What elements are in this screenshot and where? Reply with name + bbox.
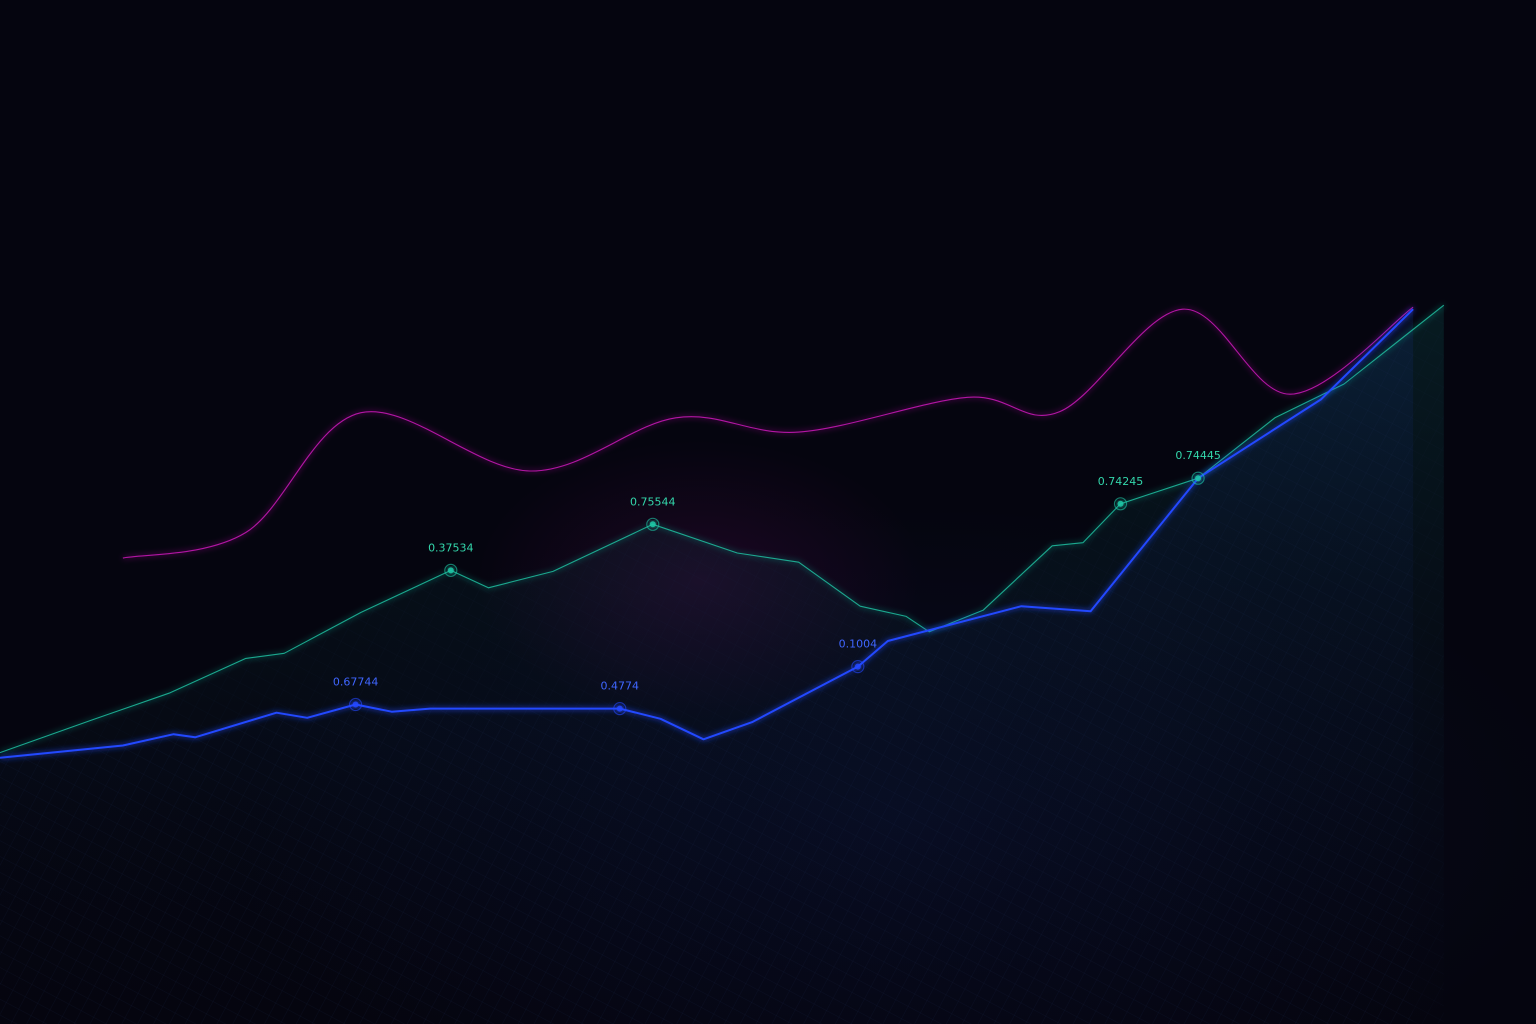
series-line-0 <box>122 306 1414 559</box>
data-point-ring <box>348 697 363 712</box>
series-line-1 <box>0 304 1445 754</box>
data-labels: 0.37534 0.75544 0.74245 0.74445 0.67744 0.477… <box>333 449 1221 692</box>
data-point <box>854 663 861 670</box>
area-fills <box>0 305 1444 1024</box>
data-point-ring <box>1113 497 1128 511</box>
data-point-ring <box>646 517 660 531</box>
data-label: 0.1004 <box>839 638 878 651</box>
data-label: 0.67744 <box>333 676 379 689</box>
data-point <box>616 705 623 712</box>
data-point-ring <box>1191 471 1205 485</box>
data-point-ring <box>444 563 458 577</box>
data-label: 0.37534 <box>428 541 474 554</box>
data-point <box>447 567 454 574</box>
data-point-ring <box>613 702 627 716</box>
data-point-ring <box>851 660 865 674</box>
data-label: 0.74245 <box>1098 475 1144 488</box>
data-points <box>348 471 1205 716</box>
series-mesh-blue <box>0 309 1414 1024</box>
data-point <box>352 701 359 708</box>
data-point <box>1195 475 1202 482</box>
data-label: 0.4774 <box>601 680 640 693</box>
data-label: 0.74445 <box>1175 449 1221 462</box>
data-point <box>649 521 656 528</box>
data-label: 0.75544 <box>630 495 676 508</box>
data-point <box>1117 500 1124 507</box>
